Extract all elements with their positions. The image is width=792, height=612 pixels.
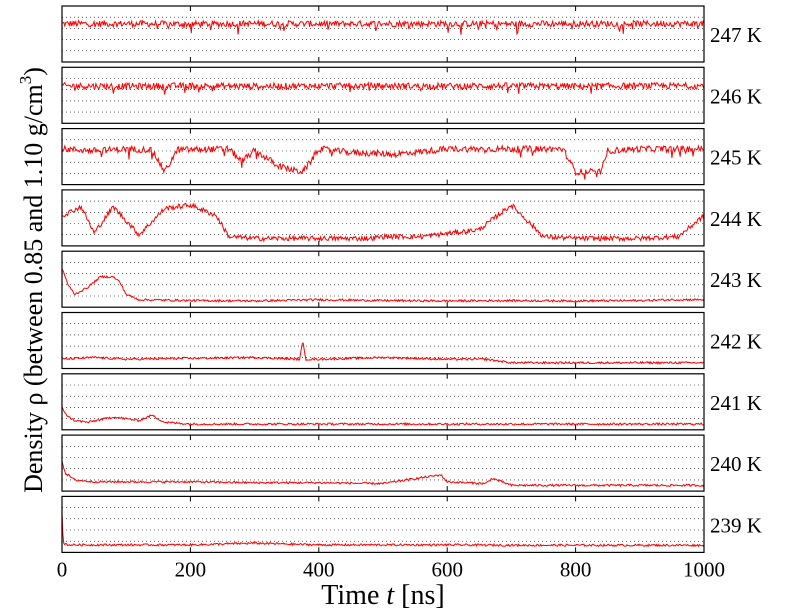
series-line-239k: [61, 512, 705, 548]
panel-247k: 247 K: [61, 5, 762, 63]
svg-text:Density ρ (between 0.85 and 1.: Density ρ (between 0.85 and 1.10 g/cm3): [16, 67, 48, 493]
panel-frame: [61, 250, 705, 308]
panel-240k: 240 K: [61, 434, 762, 492]
panel-frame: [61, 5, 705, 63]
series-line-246k: [61, 80, 705, 95]
panels-group: 247 K 246 K 245 K 244 K 243 K 242 K 241 K 240 K…: [57, 5, 762, 581]
x-tick-label: 600: [431, 557, 463, 581]
series-label: 245 K: [710, 146, 762, 170]
x-axis-label-variable: t: [386, 580, 395, 611]
panel-frame: [61, 373, 705, 431]
panel-245k: 245 K: [61, 128, 762, 186]
series-label: 246 K: [710, 84, 762, 108]
x-tick-label: 800: [560, 557, 592, 581]
y-axis-label-superscript: 3: [16, 76, 35, 85]
panel-239k: 239 K 0 200 400 600 800 1000: [57, 495, 762, 581]
series-line-247k: [61, 18, 705, 36]
series-label: 240 K: [710, 452, 762, 476]
series-line-245k: [61, 143, 705, 180]
svg-text:Time t [ns]: Time t [ns]: [321, 580, 444, 611]
panel-242k: 242 K: [61, 311, 762, 370]
series-label: 239 K: [710, 513, 762, 537]
x-axis-label: Time t [ns]: [321, 580, 444, 611]
panel-243k: 243 K: [61, 250, 762, 308]
series-line-242k: [61, 342, 705, 365]
panel-frame: [61, 434, 705, 492]
series-line-244k: [61, 202, 705, 243]
x-axis-label-prefix: Time: [321, 580, 386, 611]
series-line-243k: [61, 268, 705, 303]
series-label: 244 K: [710, 207, 762, 231]
panel-241k: 241 K: [61, 373, 762, 431]
x-axis-label-suffix: [ns]: [394, 580, 445, 611]
panel-frame: [61, 66, 705, 124]
series-label: 242 K: [710, 330, 762, 354]
y-axis-label-main: Density ρ (between 0.85 and 1.10 g/cm: [19, 84, 48, 493]
series-line-241k: [61, 407, 705, 427]
x-tick-label: 1000: [683, 557, 725, 581]
series-label: 243 K: [710, 268, 762, 292]
x-tick-label: 200: [175, 557, 207, 581]
panel-246k: 246 K: [61, 66, 762, 124]
series-label: 247 K: [710, 23, 762, 47]
y-axis-label-close: ): [19, 67, 48, 76]
series-line-240k: [61, 460, 705, 488]
panel-frame: [61, 189, 705, 247]
x-tick-label: 0: [57, 557, 68, 581]
panel-244k: 244 K: [61, 189, 762, 247]
x-tick-label: 400: [303, 557, 335, 581]
panel-frame: [61, 311, 705, 370]
y-axis-label: Density ρ (between 0.85 and 1.10 g/cm3): [16, 67, 48, 493]
panel-frame: [61, 495, 705, 553]
panel-frame: [61, 128, 705, 186]
series-label: 241 K: [710, 391, 762, 415]
